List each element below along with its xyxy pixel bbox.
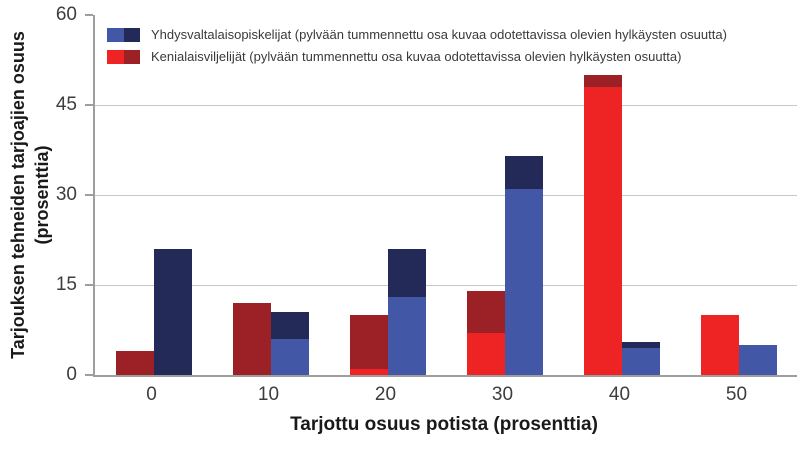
legend-swatch-blue-icon (107, 27, 140, 42)
segment-expected-acceptances-kenyan_farmers-offer-20 (349, 369, 388, 375)
segment-expected-acceptances-us_students-offer-20 (387, 297, 426, 375)
segment-expected-rejections-us_students-offer-20 (387, 249, 426, 297)
bar-group-offer-40 (563, 15, 680, 375)
bar-group-offer-50 (680, 15, 797, 375)
y-tick-label-0: 0 (66, 364, 77, 385)
y-tick-mark-0 (85, 374, 93, 376)
bar-kenyan_farmers-offer-30 (466, 291, 505, 375)
segment-expected-rejections-kenyan_farmers-offer-30 (466, 291, 505, 333)
y-tick-label-45: 45 (55, 94, 77, 115)
gridline-30 (95, 194, 797, 196)
bar-kenyan_farmers-offer-20 (349, 315, 388, 375)
legend-item-us-students: Yhdysvaltalaisopiskelijat (pylvään tumme… (107, 26, 727, 43)
bar-group-offer-10 (212, 15, 329, 375)
legend-label-us-students: Yhdysvaltalaisopiskelijat (pylvään tumme… (151, 27, 727, 42)
segment-expected-rejections-us_students-offer-10 (270, 312, 309, 339)
y-tick-label-15: 15 (55, 274, 77, 295)
segment-expected-rejections-us_students-offer-30 (504, 156, 543, 189)
segment-expected-rejections-kenyan_farmers-offer-20 (349, 315, 388, 369)
y-tick-mark-45 (85, 104, 93, 106)
bar-kenyan_farmers-offer-0 (115, 351, 154, 375)
segment-expected-acceptances-us_students-offer-40 (621, 348, 660, 375)
bar-kenyan_farmers-offer-40 (583, 75, 622, 375)
x-tick-label-50: 50 (725, 384, 748, 405)
segment-expected-acceptances-kenyan_farmers-offer-30 (466, 333, 505, 375)
x-tick-label-20: 20 (374, 384, 397, 405)
bar-kenyan_farmers-offer-10 (232, 303, 271, 375)
legend-label-kenyan-farmers: Kenialaisviljelijät (pylvään tummennettu… (151, 49, 682, 64)
plot-area: Yhdysvaltalaisopiskelijat (pylvään tumme… (93, 15, 797, 377)
segment-expected-acceptances-us_students-offer-50 (738, 345, 777, 375)
bar-kenyan_farmers-offer-50 (700, 315, 739, 375)
segment-expected-rejections-kenyan_farmers-offer-0 (115, 351, 154, 375)
bar-groups (95, 15, 797, 375)
legend: Yhdysvaltalaisopiskelijat (pylvään tumme… (107, 26, 727, 70)
legend-item-kenyan-farmers: Kenialaisviljelijät (pylvään tummennettu… (107, 48, 727, 65)
segment-expected-acceptances-us_students-offer-30 (504, 189, 543, 375)
bar-group-offer-0 (95, 15, 212, 375)
bar-us_students-offer-10 (270, 312, 309, 375)
y-tick-label-60: 60 (55, 4, 77, 25)
segment-expected-rejections-kenyan_farmers-offer-40 (583, 75, 622, 87)
bar-us_students-offer-20 (387, 249, 426, 375)
x-axis-title: Tarjottu osuus potista (prosenttia) (290, 414, 598, 435)
legend-swatch-red-icon (107, 49, 140, 64)
bar-group-offer-30 (446, 15, 563, 375)
gridline-45 (95, 104, 797, 106)
y-axis-ticks: 0 15 30 45 60 (0, 4, 93, 385)
x-tick-label-30: 30 (491, 384, 514, 405)
y-tick-mark-60 (85, 14, 93, 16)
segment-expected-acceptances-us_students-offer-10 (270, 339, 309, 375)
bar-us_students-offer-50 (738, 345, 777, 375)
y-tick-label-30: 30 (55, 184, 77, 205)
bar-us_students-offer-40 (621, 342, 660, 375)
gridline-15 (95, 284, 797, 286)
x-tick-label-10: 10 (257, 384, 280, 405)
segment-expected-rejections-us_students-offer-0 (153, 249, 192, 375)
segment-expected-rejections-kenyan_farmers-offer-10 (232, 303, 271, 375)
y-tick-mark-30 (85, 194, 93, 196)
x-axis-ticks: 0 10 20 30 40 50 (93, 384, 795, 406)
segment-expected-acceptances-kenyan_farmers-offer-40 (583, 87, 622, 375)
x-tick-label-0: 0 (146, 384, 157, 405)
segment-expected-rejections-us_students-offer-40 (621, 342, 660, 348)
bar-group-offer-20 (329, 15, 446, 375)
segment-expected-acceptances-kenyan_farmers-offer-50 (700, 315, 739, 375)
bar-us_students-offer-30 (504, 156, 543, 375)
bar-us_students-offer-0 (153, 249, 192, 375)
y-tick-mark-15 (85, 284, 93, 286)
x-tick-label-40: 40 (608, 384, 631, 405)
